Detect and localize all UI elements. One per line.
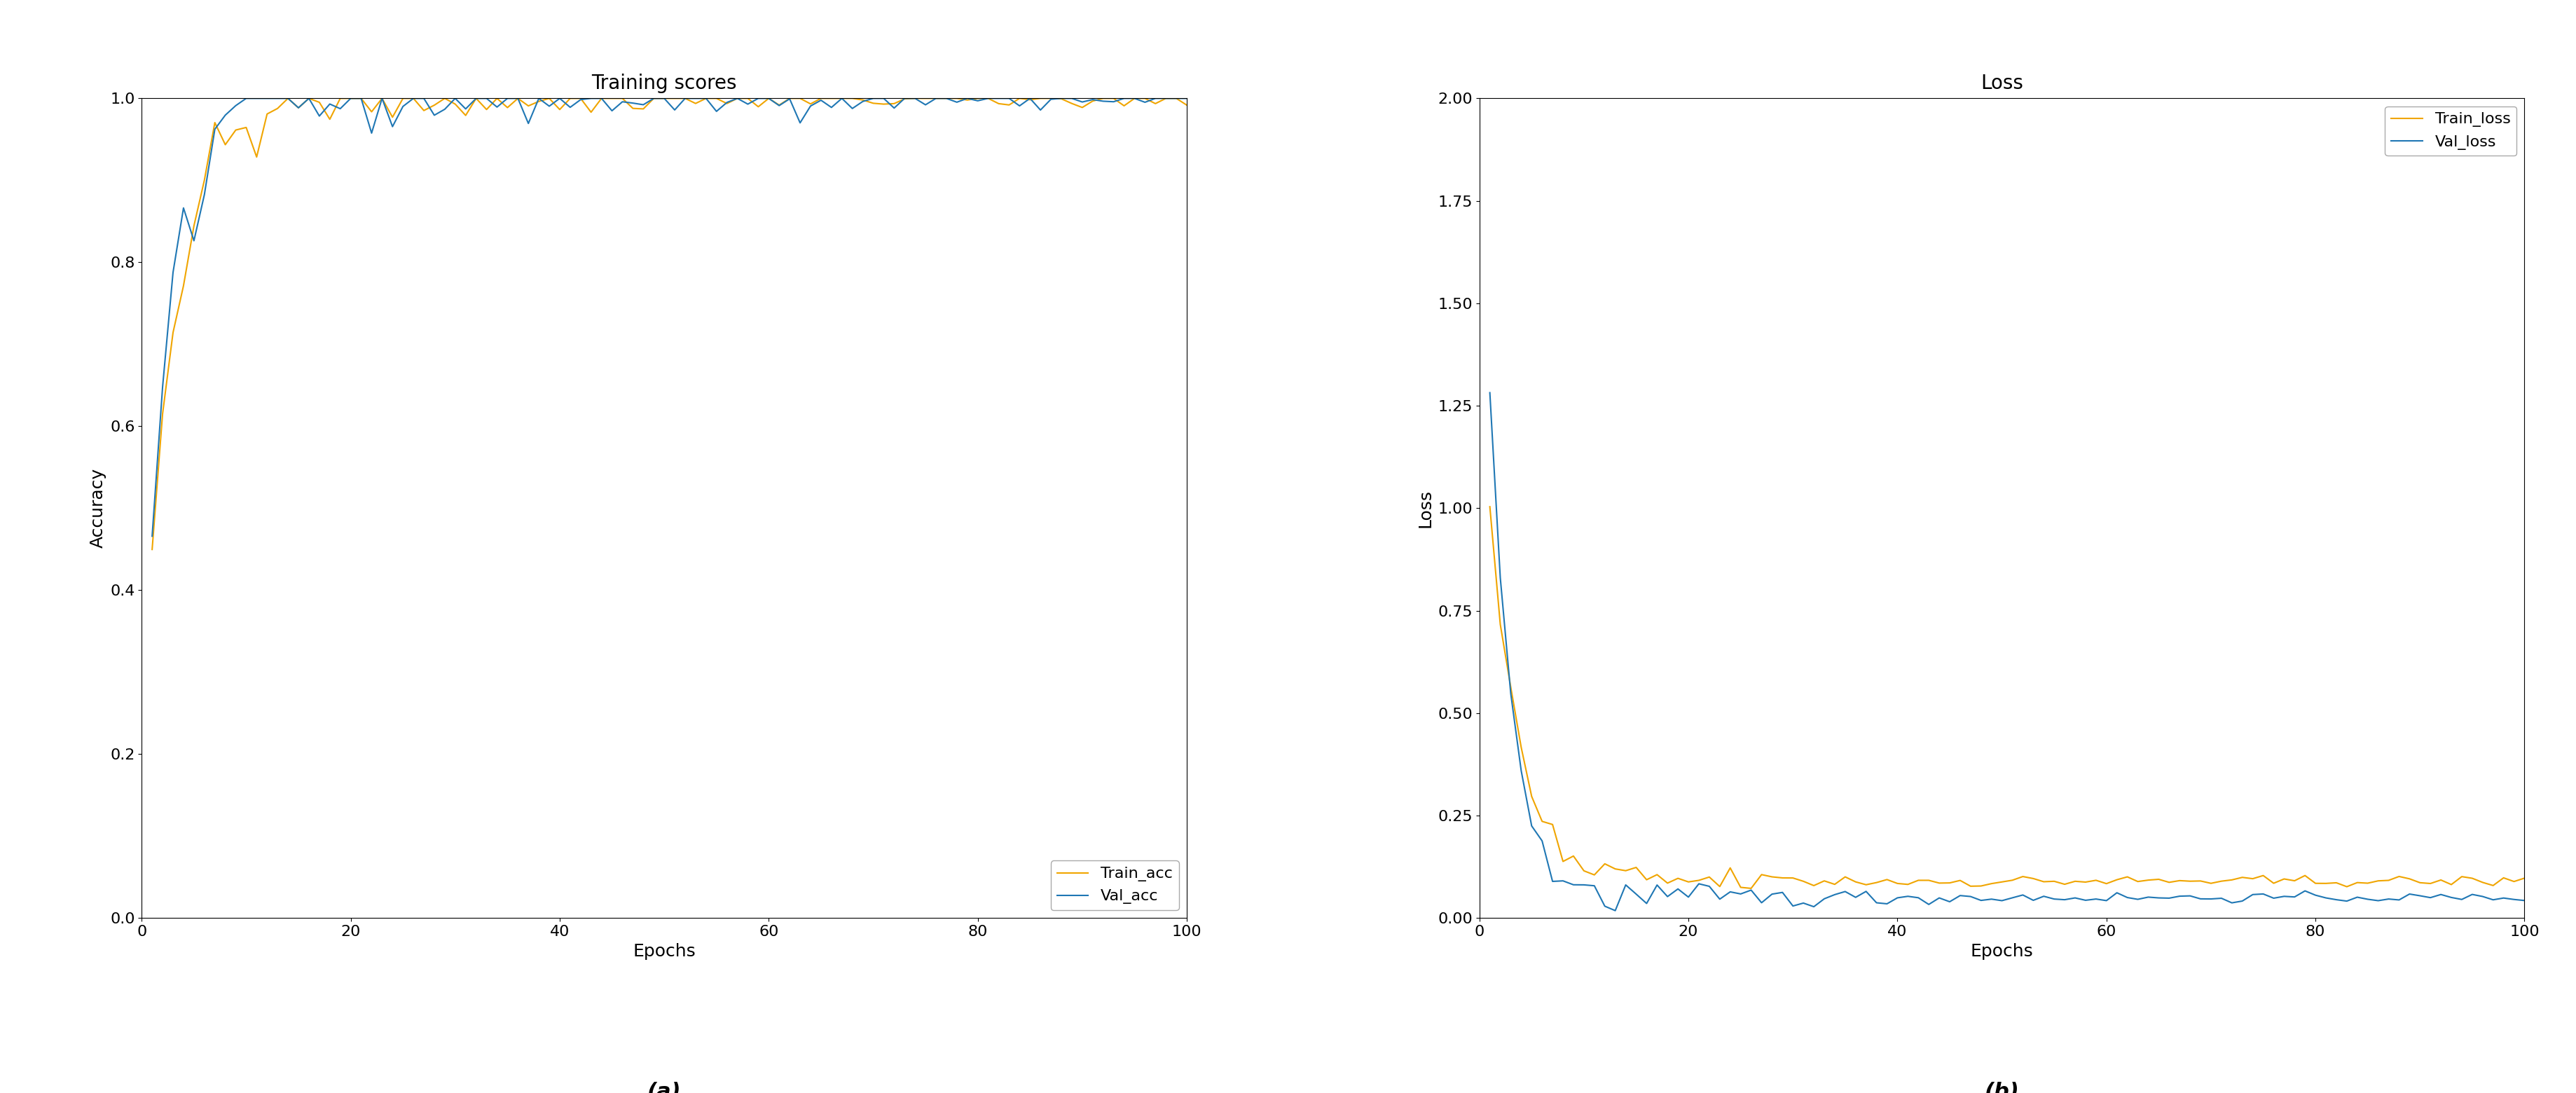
Y-axis label: Loss: Loss [1417, 489, 1435, 528]
Val_acc [680, 92, 711, 105]
Val_acc [345, 92, 376, 105]
Train_acc [1097, 92, 1128, 105]
Val_loss [1726, 888, 1757, 901]
Train_loss [2437, 878, 2468, 891]
Train_acc [386, 92, 417, 105]
Train_loss [2509, 871, 2540, 884]
Train_acc [345, 92, 376, 105]
Train_acc [762, 98, 793, 111]
Val_acc [1128, 96, 1159, 109]
Train_acc [1128, 92, 1159, 105]
Train_loss [1716, 861, 1747, 874]
Title: Loss: Loss [1981, 73, 2022, 93]
Val_loss [2468, 890, 2499, 903]
Line: Train_loss: Train_loss [1489, 507, 2524, 889]
Val_acc [137, 530, 167, 543]
Val_loss [1682, 878, 1713, 891]
Val_loss [2102, 886, 2133, 900]
Line: Val_acc: Val_acc [152, 98, 1188, 537]
Val_acc [1172, 92, 1203, 105]
Train_loss [1473, 501, 1504, 514]
Line: Val_loss: Val_loss [1489, 392, 2524, 910]
Legend: Train_acc, Val_acc: Train_acc, Val_acc [1051, 860, 1180, 910]
Val_loss [1473, 386, 1504, 399]
Title: Training scores: Training scores [592, 73, 737, 93]
X-axis label: Epochs: Epochs [634, 943, 696, 960]
Val_loss [2017, 894, 2048, 907]
Train_loss [2102, 873, 2133, 886]
Train_acc [137, 543, 167, 556]
Text: (a): (a) [647, 1082, 680, 1093]
Val_loss [1600, 904, 1631, 917]
Train_loss [2017, 872, 2048, 885]
Train_acc [1172, 98, 1203, 111]
Train_acc [273, 92, 304, 105]
Val_loss [2437, 891, 2468, 904]
Train_loss [1736, 882, 1767, 895]
Val_acc [762, 99, 793, 113]
Legend: Train_loss, Val_loss: Train_loss, Val_loss [2385, 106, 2517, 156]
Y-axis label: Accuracy: Accuracy [90, 468, 106, 549]
Val_loss [2509, 894, 2540, 907]
Train_loss [2468, 875, 2499, 889]
X-axis label: Epochs: Epochs [1971, 943, 2032, 960]
Train_acc [680, 97, 711, 110]
Val_acc [386, 99, 417, 113]
Val_acc [232, 92, 263, 105]
Val_acc [1097, 95, 1128, 108]
Text: (b): (b) [1984, 1082, 2020, 1093]
Line: Train_acc: Train_acc [152, 98, 1188, 550]
Train_loss [1672, 875, 1703, 889]
